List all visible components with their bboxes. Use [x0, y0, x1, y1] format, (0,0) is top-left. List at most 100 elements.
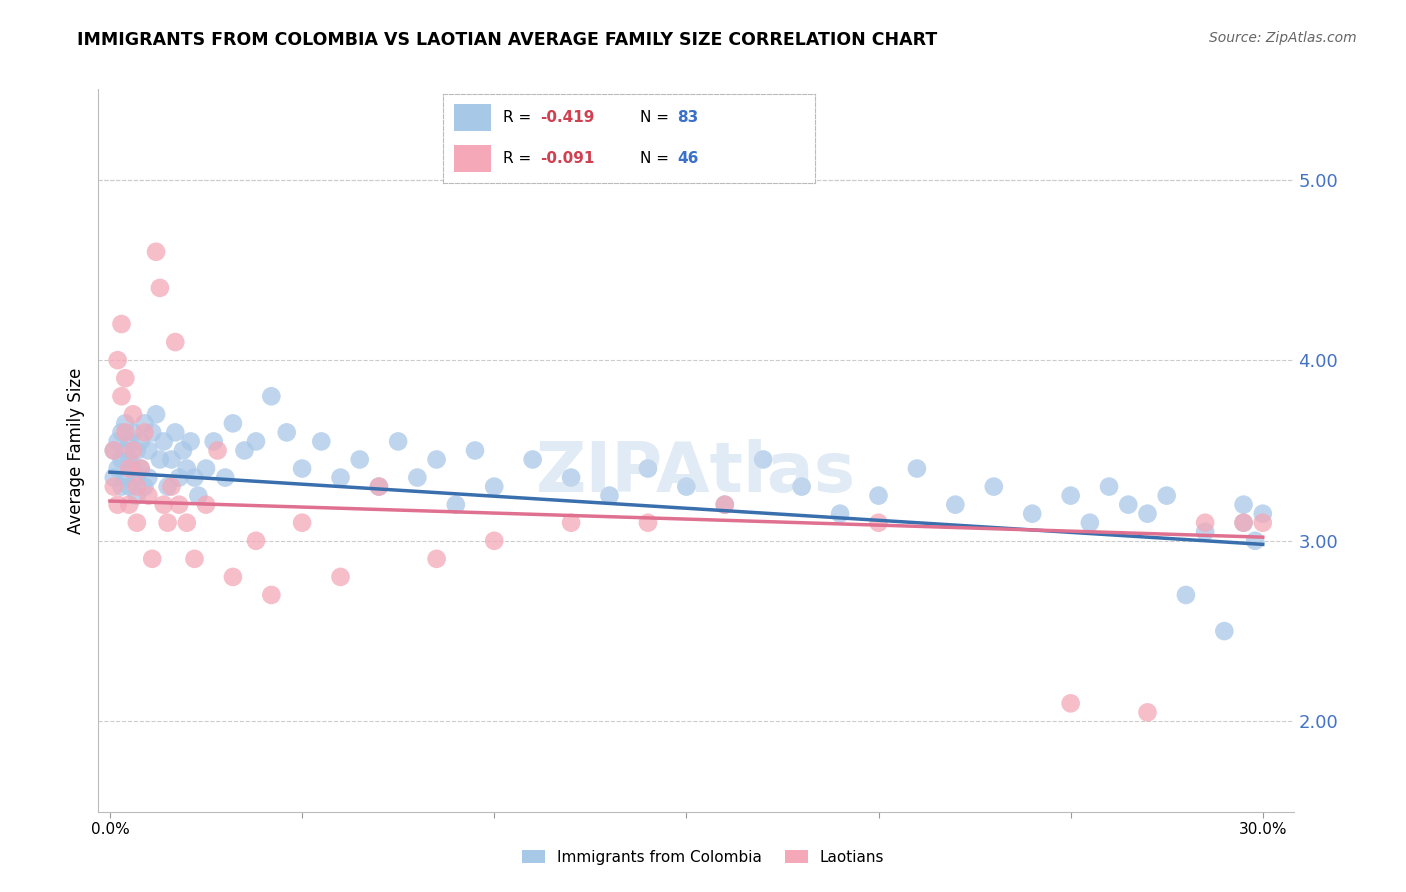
Point [160, 480, 183, 494]
Legend: Immigrants from Colombia, Laotians: Immigrants from Colombia, Laotians [516, 844, 890, 871]
Point [560, 516, 582, 530]
Bar [454, 145, 491, 172]
Point [675, 480, 697, 494]
Point [125, 489, 148, 503]
Point [156, 480, 179, 494]
Point [125, 516, 148, 530]
Text: Source: ZipAtlas.com: Source: ZipAtlas.com [1209, 31, 1357, 45]
Point [1232, 516, 1254, 530]
Text: -0.419: -0.419 [540, 111, 595, 125]
Point [484, 480, 506, 494]
Point [233, 443, 256, 458]
Point [183, 470, 205, 484]
Point [107, 434, 129, 449]
Point [406, 470, 429, 484]
Point [207, 443, 229, 458]
Point [1232, 498, 1254, 512]
Point [1251, 516, 1274, 530]
Point [165, 425, 187, 440]
Point [1156, 489, 1178, 503]
Point [176, 461, 198, 475]
Point [291, 461, 314, 475]
Point [311, 434, 333, 449]
Point [522, 452, 544, 467]
Point [149, 452, 172, 467]
Point [368, 480, 391, 494]
Point [122, 461, 145, 475]
Text: N =: N = [640, 152, 669, 166]
Text: 46: 46 [678, 152, 699, 166]
Point [187, 489, 209, 503]
Point [368, 480, 391, 494]
Point [484, 533, 506, 548]
Y-axis label: Average Family Size: Average Family Size [66, 368, 84, 533]
Point [713, 498, 735, 512]
Point [329, 570, 352, 584]
Point [426, 452, 449, 467]
Point [107, 353, 129, 368]
Point [114, 470, 136, 484]
Point [138, 489, 160, 503]
Text: IMMIGRANTS FROM COLOMBIA VS LAOTIAN AVERAGE FAMILY SIZE CORRELATION CHART: IMMIGRANTS FROM COLOMBIA VS LAOTIAN AVER… [77, 31, 938, 49]
Point [245, 533, 267, 548]
Point [426, 551, 449, 566]
Point [114, 417, 136, 431]
Point [1251, 507, 1274, 521]
Point [1136, 507, 1159, 521]
Point [141, 425, 163, 440]
Point [110, 425, 132, 440]
Point [202, 434, 225, 449]
Point [943, 498, 966, 512]
Point [165, 334, 187, 349]
Point [183, 551, 205, 566]
Point [125, 470, 148, 484]
Text: 83: 83 [678, 111, 699, 125]
Point [983, 480, 1005, 494]
Point [790, 480, 813, 494]
Point [107, 461, 129, 475]
Point [118, 452, 141, 467]
Point [103, 443, 125, 458]
Point [349, 452, 371, 467]
Point [160, 452, 183, 467]
Point [167, 470, 190, 484]
Bar [454, 104, 491, 131]
Point [260, 389, 283, 403]
Point [637, 461, 659, 475]
Point [276, 425, 298, 440]
Point [114, 425, 136, 440]
Point [172, 443, 194, 458]
Point [122, 425, 145, 440]
Point [245, 434, 267, 449]
Point [141, 551, 163, 566]
Point [195, 498, 218, 512]
Point [118, 461, 141, 475]
Point [122, 443, 145, 458]
Point [114, 443, 136, 458]
Point [464, 443, 486, 458]
Point [195, 461, 218, 475]
Point [713, 498, 735, 512]
Point [152, 434, 174, 449]
Point [868, 516, 890, 530]
Point [387, 434, 409, 449]
Point [1136, 706, 1159, 720]
Point [260, 588, 283, 602]
Point [134, 480, 156, 494]
Point [1213, 624, 1236, 639]
Point [152, 498, 174, 512]
Point [1059, 489, 1081, 503]
Text: R =: R = [502, 152, 530, 166]
Point [118, 498, 141, 512]
Point [129, 461, 152, 475]
Point [145, 407, 167, 421]
Text: N =: N = [640, 111, 669, 125]
Point [110, 317, 132, 331]
Point [110, 480, 132, 494]
Point [1116, 498, 1139, 512]
Point [134, 425, 156, 440]
Point [1232, 516, 1254, 530]
Point [138, 443, 160, 458]
Point [222, 570, 245, 584]
Point [110, 452, 132, 467]
